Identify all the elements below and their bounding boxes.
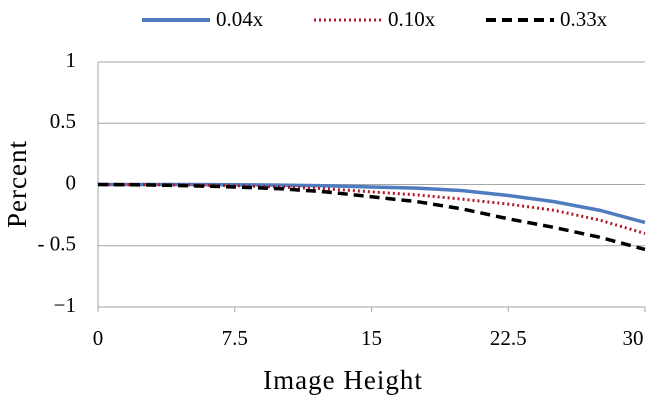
- x-tick-label: 22.5: [490, 326, 527, 350]
- line-series: [98, 182, 646, 225]
- x-tick-label: 15: [361, 326, 382, 350]
- legend-label: 0.33x: [560, 7, 608, 31]
- y-axis-title: Percent: [2, 140, 32, 228]
- y-tick-label: 0.5: [50, 109, 76, 133]
- legend-label: 0.10x: [388, 7, 436, 31]
- line-series: [97, 182, 646, 252]
- legend-label: 0.04x: [216, 7, 264, 31]
- x-axis-title: Image Height: [263, 365, 423, 395]
- x-tick-label: 30: [623, 326, 644, 350]
- y-tick-label: - 0.5: [38, 232, 77, 256]
- y-tick-label: 1: [66, 48, 77, 72]
- x-tick-label: 0: [93, 326, 104, 350]
- line-series: [97, 183, 646, 235]
- y-tick-label: 0: [66, 170, 77, 194]
- y-tick-label: −1: [54, 293, 76, 317]
- x-tick-label: 7.5: [222, 326, 248, 350]
